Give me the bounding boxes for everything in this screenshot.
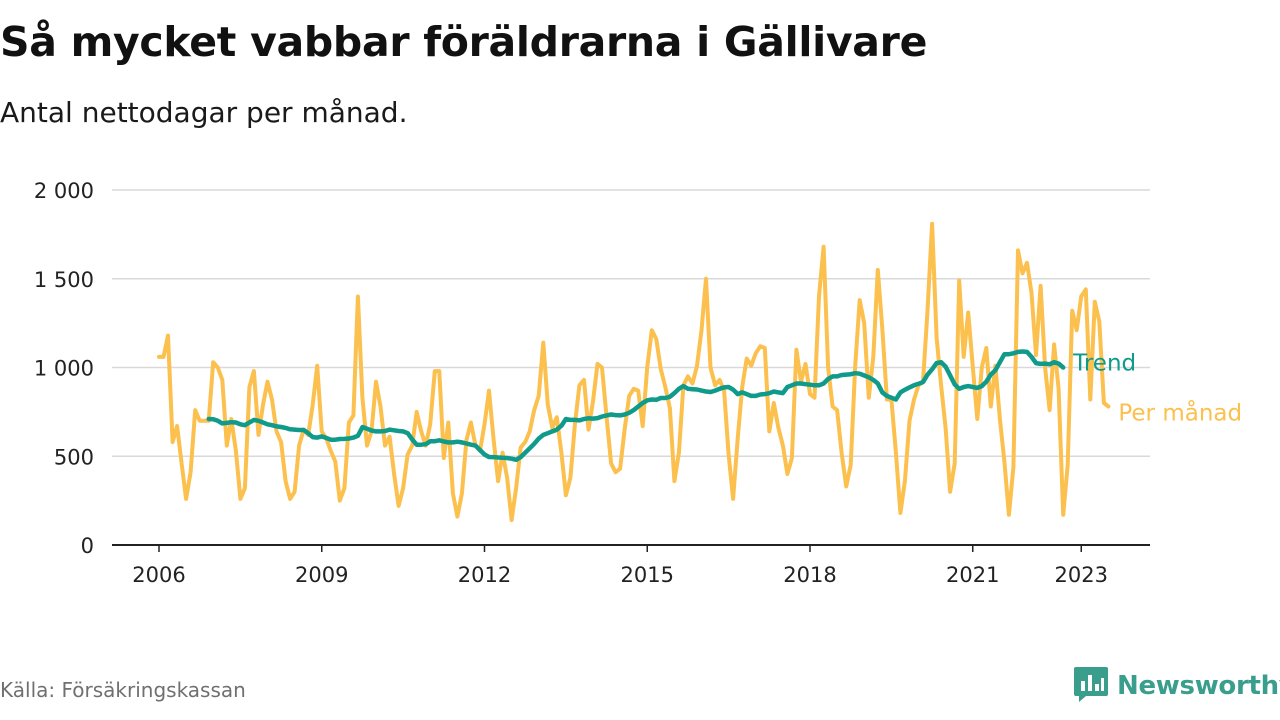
- x-tick-label: 2009: [295, 563, 348, 587]
- y-tick-label: 500: [54, 445, 94, 469]
- chart-subtitle: Antal nettodagar per månad.: [0, 96, 408, 129]
- series-label-per-manad: Per månad: [1118, 399, 1242, 427]
- series-label-trend: Trend: [1072, 351, 1136, 377]
- source-label: Källa: Försäkringskassan: [0, 678, 246, 702]
- y-tick-label: 1 500: [34, 268, 94, 292]
- chart-title: Så mycket vabbar föräldrarna i Gällivare: [0, 18, 928, 66]
- y-tick-label: 2 000: [34, 179, 94, 203]
- x-tick-label: 2021: [946, 563, 999, 587]
- bar-chart-speech-bubble-icon: [1073, 665, 1109, 707]
- series-line-per-manad: [157, 221, 1111, 523]
- x-tick-label: 2006: [132, 563, 185, 587]
- x-tick-label: 2012: [458, 563, 511, 587]
- x-tick-label: 2015: [621, 563, 674, 587]
- x-tick-label: 2023: [1055, 563, 1108, 587]
- series-line-trend: [206, 349, 1066, 463]
- y-tick-label: 0: [81, 534, 94, 558]
- brand-logo[interactable]: Newsworthy: [1073, 665, 1280, 707]
- x-tick-label: 2018: [783, 563, 836, 587]
- brand-name: Newsworthy: [1117, 671, 1280, 701]
- y-tick-label: 1 000: [34, 357, 94, 381]
